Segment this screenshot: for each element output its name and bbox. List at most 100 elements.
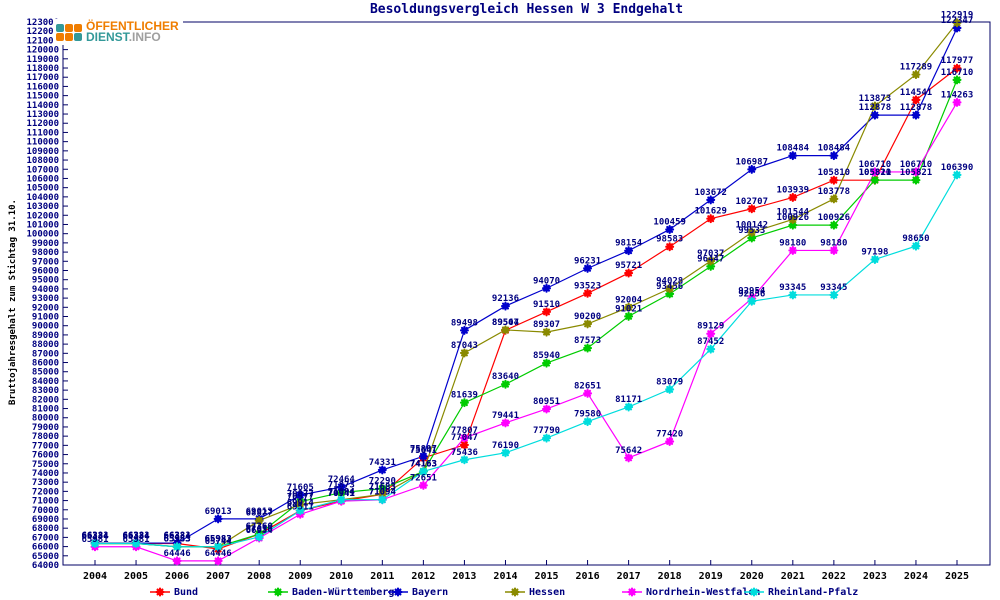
data-point-Baden-Württemberg-2021 [788,220,798,230]
point-label-Baden-Württemberg-2011: 72290 [369,477,396,487]
x-tick-label: 2010 [329,571,353,582]
point-label-Hessen-2007: 65983 [205,535,232,545]
data-point-Hessen-2009 [295,499,305,509]
data-point-Bund-2019 [706,214,716,224]
point-label-Nordrhein-Westfalen-2016: 82651 [574,381,601,391]
y-tick-label: 123000 [26,18,59,28]
point-label-Bund-2007: 65744 [205,537,233,547]
y-tick-label: 108000 [26,156,59,166]
y-tick-label: 66000 [32,543,59,553]
y-tick-label: 81000 [32,405,59,415]
point-label-Hessen-2016: 90200 [574,312,601,322]
y-tick-label: 119000 [26,55,59,65]
data-point-Baden-Württemberg-2017 [624,311,634,321]
data-point-Rheinland-Pfalz-2013 [459,455,469,465]
legend-label: Nordrhein-Westfalen [646,586,761,598]
data-point-Bund-2018 [665,242,675,252]
legend-item-bund: Bund [150,586,198,598]
point-label-Baden-Württemberg-2013: 81639 [451,391,478,401]
point-label-Bayern-2015: 94070 [533,276,560,286]
point-label-Rheinland-Pfalz-2008: 67050 [246,525,273,535]
y-tick-label: 73000 [32,478,59,488]
data-point-Hessen-2016 [583,319,593,329]
point-label-Baden-Württemberg-2015: 85940 [533,351,560,361]
legend-label: Baden-Württemberg [292,586,395,598]
point-label-Bayern-2019: 103672 [694,188,727,198]
point-label-Nordrhein-Westfalen-2015: 80951 [533,397,560,407]
x-tick-label: 2015 [534,571,558,582]
y-tick-label: 102000 [26,211,59,221]
point-label-Bayern-2005: 66381 [123,531,150,541]
y-tick-label: 114000 [26,101,59,111]
point-label-Baden-Württemberg-2025: 116710 [941,68,974,78]
y-tick-label: 112000 [26,119,59,129]
point-label-Rheinland-Pfalz-2006: 65983 [164,535,191,545]
point-label-Baden-Württemberg-2005: 66334 [123,532,151,542]
logo-square [74,32,82,41]
point-label-Baden-Württemberg-2012: 74163 [410,459,437,469]
x-tick-label: 2014 [493,571,517,582]
point-label-Bayern-2011: 74331 [369,458,396,468]
point-label-Bund-2016: 93523 [574,281,601,291]
point-label-Baden-Württemberg-2019: 96447 [697,254,724,264]
y-tick-label: 70000 [32,506,59,516]
data-point-Hessen-2008 [254,516,264,526]
data-point-Bayern-2013 [459,325,469,335]
y-tick-label: 113000 [26,110,59,120]
x-tick-label: 2008 [247,571,271,582]
data-point-Bund-2021 [788,192,798,202]
data-point-Baden-Württemberg-2018 [665,289,675,299]
data-point-Rheinland-Pfalz-2022 [829,290,839,300]
data-point-Rheinland-Pfalz-2009 [295,506,305,516]
legend-label: Bund [174,586,199,598]
legend-item-nordrhein-westfalen: Nordrhein-Westfalen [622,586,760,598]
point-label-Nordrhein-Westfalen-2025: 114263 [941,90,974,100]
data-point-Hessen-2014 [500,325,510,335]
y-tick-label: 97000 [32,257,59,267]
y-tick-label: 74000 [32,469,59,479]
data-point-Hessen-2015 [542,327,552,337]
series-line-Bund [95,67,958,550]
legend-label: Hessen [529,586,566,598]
point-label-Rheinland-Pfalz-2007: 65983 [205,535,232,545]
point-label-Bayern-2008: 69013 [246,507,273,517]
point-label-Hessen-2024: 117289 [900,63,933,73]
point-label-Hessen-2004: 66334 [81,532,109,542]
point-label-Rheinland-Pfalz-2017: 81171 [615,395,642,405]
point-label-Hessen-2008: 68827 [246,509,273,519]
point-label-Hessen-2009: 70577 [287,492,314,502]
point-label-Baden-Württemberg-2008: 67360 [246,522,273,532]
point-label-Baden-Württemberg-2022: 100926 [818,213,851,223]
data-point-Bund-2020 [747,204,757,214]
data-point-Baden-Württemberg-2015 [542,358,552,368]
point-label-Bund-2022: 105810 [818,168,851,178]
data-point-Baden-Württemberg-2023 [870,175,880,185]
y-tick-label: 64000 [32,561,59,571]
x-tick-label: 2007 [206,571,230,582]
point-label-Bund-2015: 91510 [533,300,560,310]
y-tick-label: 120000 [26,46,59,56]
point-label-Hessen-2019: 97037 [697,249,724,259]
data-point-Bayern-2015 [542,283,552,293]
y-tick-label: 100000 [26,230,59,240]
oeffentlicher-dienst-logo[interactable]: ÖFFENTLICHER DIENST.INFO [54,19,183,45]
point-label-Nordrhein-Westfalen-2007: 64446 [205,549,232,559]
data-point-Rheinland-Pfalz-2024 [911,241,921,251]
point-label-Baden-Württemberg-2020: 99533 [738,226,765,236]
data-point-Baden-Württemberg-2019 [706,261,716,271]
point-label-Rheinland-Pfalz-2009: 69914 [287,499,315,509]
logo-line2-dienst: DIENST [86,30,129,44]
x-tick-label: 2018 [658,571,682,582]
data-point-Baden-Württemberg-2020 [747,233,757,243]
y-tick-label: 103000 [26,202,59,212]
point-label-Hessen-2021: 101544 [777,207,810,217]
point-label-Nordrhein-Westfalen-2011: 71094 [369,488,397,498]
point-label-Bayern-2009: 71605 [287,483,314,493]
series-line-Rheinland-Pfalz [95,174,958,548]
point-label-Nordrhein-Westfalen-2020: 92954 [738,287,766,297]
data-point-Baden-Württemberg-2025 [952,75,962,85]
point-label-Baden-Württemberg-2017: 91021 [615,304,642,314]
data-point-Hessen-2023 [870,101,880,111]
y-tick-label: 94000 [32,285,59,295]
data-point-Bund-2013 [459,440,469,450]
